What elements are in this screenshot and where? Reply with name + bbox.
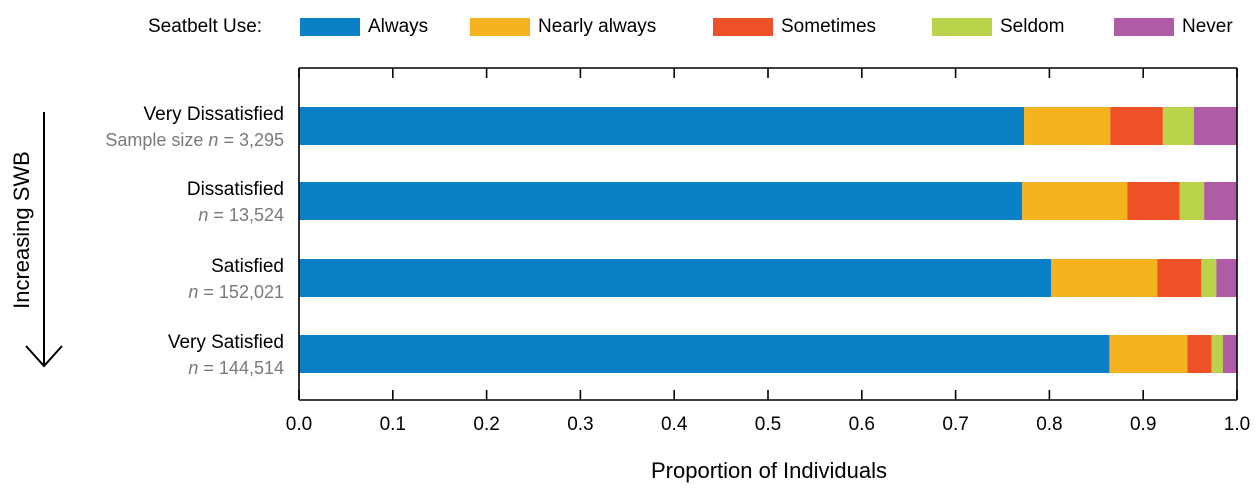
category-label: Very Satisfied (168, 332, 284, 353)
sample-size-label: n = 13,524 (198, 205, 284, 225)
down-arrow-icon (25, 345, 63, 368)
sample-size-label: Sample size n = 3,295 (105, 130, 284, 150)
legend-swatch (470, 18, 530, 36)
legend-swatch (300, 18, 360, 36)
bar-segment-never (1216, 259, 1237, 297)
legend-swatch (713, 18, 773, 36)
legend-item-never: Never (1114, 14, 1233, 40)
bar-segment-always (299, 107, 1025, 145)
x-tick-label: 0.8 (1036, 414, 1062, 435)
bar-segment-nearly-always (1024, 107, 1111, 145)
legend-title: Seatbelt Use: (148, 16, 263, 37)
category-label: Dissatisfied (187, 179, 284, 200)
legend-swatch (932, 18, 992, 36)
x-tick-label: 0.1 (380, 414, 406, 435)
bar-segment-seldom (1211, 335, 1223, 373)
x-tick-label: 0.9 (1130, 414, 1156, 435)
bar-segment-never (1204, 182, 1237, 220)
bar-segment-always (299, 259, 1052, 297)
x-tick-label: 0.3 (567, 414, 593, 435)
sample-size-label: n = 144,514 (188, 358, 284, 378)
sample-size-label: n = 152,021 (188, 282, 284, 302)
legend-label: Seldom (1000, 16, 1065, 37)
x-tick-label: 0.5 (755, 414, 781, 435)
x-tick-label: 0.6 (849, 414, 875, 435)
bar-segment-sometimes (1157, 259, 1202, 297)
bar-segment-never (1193, 107, 1237, 145)
category-label: Very Dissatisfied (144, 104, 284, 125)
bar-segment-never (1222, 335, 1237, 373)
bar-segment-seldom (1162, 107, 1194, 145)
x-tick-label: 0.4 (661, 414, 688, 435)
bar-segment-nearly-always (1051, 259, 1158, 297)
x-tick-label: 0.7 (942, 414, 968, 435)
bar-segment-sometimes (1110, 107, 1163, 145)
legend-item-seldom: Seldom (932, 14, 1064, 40)
bars-group (299, 107, 1237, 373)
bar-segment-seldom (1179, 182, 1205, 220)
legend-item-sometimes: Sometimes (713, 14, 876, 40)
x-tick-label: 1.0 (1224, 414, 1250, 435)
axes-group: 0.0 0.1 0.2 0.3 0.4 0.5 0.6 0.7 0.8 0.9 1.0 (286, 67, 1250, 435)
bar-segment-sometimes (1127, 182, 1180, 220)
category-labels-group: Very Dissatisfied Sample size n = 3,295 Di… (105, 104, 284, 378)
x-axis-label: Proportion of Individuals (651, 458, 887, 483)
bar-segment-always (299, 182, 1023, 220)
x-tick-label: 0.2 (473, 414, 499, 435)
bar-segment-always (299, 335, 1110, 373)
x-tick-label: 0.0 (286, 414, 312, 435)
bar-segment-nearly-always (1022, 182, 1128, 220)
legend-label: Nearly always (538, 16, 657, 37)
category-label: Satisfied (211, 256, 284, 277)
legend-item-nearly-always: Nearly always (470, 14, 656, 40)
legend-item-always: Always (300, 14, 428, 40)
legend-label: Always (368, 16, 429, 37)
bar-segment-sometimes (1187, 335, 1212, 373)
legend-label: Sometimes (781, 16, 877, 37)
legend-label: Never (1182, 16, 1233, 37)
bar-segment-seldom (1201, 259, 1217, 297)
legend-swatch (1114, 18, 1174, 36)
bar-segment-nearly-always (1109, 335, 1188, 373)
